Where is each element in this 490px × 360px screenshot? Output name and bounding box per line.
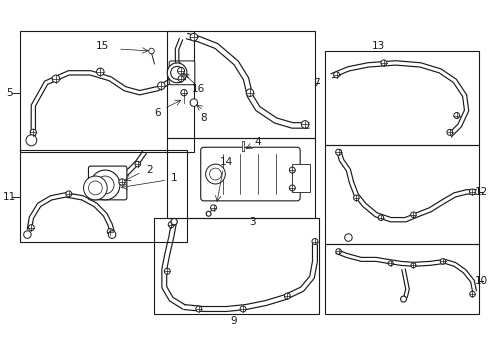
Circle shape <box>206 211 211 216</box>
Circle shape <box>469 189 475 195</box>
Circle shape <box>30 129 36 136</box>
Text: 15: 15 <box>96 41 109 51</box>
Circle shape <box>164 268 170 274</box>
Circle shape <box>24 231 31 238</box>
Bar <box>167 138 315 218</box>
Text: 1: 1 <box>171 173 177 183</box>
Bar <box>20 150 187 242</box>
Circle shape <box>289 185 295 191</box>
Text: 13: 13 <box>371 41 385 51</box>
Circle shape <box>196 306 202 312</box>
Circle shape <box>344 234 352 241</box>
Circle shape <box>336 149 342 155</box>
Text: 14: 14 <box>220 157 233 167</box>
Text: 7: 7 <box>314 78 320 88</box>
Circle shape <box>401 296 407 302</box>
Circle shape <box>167 63 187 83</box>
Bar <box>167 31 315 138</box>
Circle shape <box>447 129 453 135</box>
Circle shape <box>178 76 184 82</box>
Circle shape <box>246 89 254 96</box>
FancyBboxPatch shape <box>89 166 127 200</box>
Circle shape <box>354 195 359 201</box>
Circle shape <box>158 82 165 90</box>
Circle shape <box>171 219 177 225</box>
Circle shape <box>119 179 125 185</box>
Circle shape <box>149 48 154 54</box>
Text: 2: 2 <box>146 165 153 175</box>
Circle shape <box>411 212 416 217</box>
Bar <box>325 145 479 244</box>
Circle shape <box>301 121 309 128</box>
Circle shape <box>240 306 246 312</box>
Text: 16: 16 <box>192 84 205 94</box>
Text: 11: 11 <box>3 192 16 202</box>
Circle shape <box>411 263 416 268</box>
Text: 9: 9 <box>230 316 237 326</box>
Circle shape <box>190 99 197 106</box>
Circle shape <box>336 249 342 254</box>
Circle shape <box>378 215 384 220</box>
Circle shape <box>211 205 217 211</box>
Circle shape <box>26 135 37 146</box>
Text: 12: 12 <box>475 187 488 197</box>
Circle shape <box>284 293 291 299</box>
Bar <box>325 51 479 145</box>
Circle shape <box>177 67 184 74</box>
Circle shape <box>181 90 187 96</box>
Circle shape <box>97 176 114 194</box>
Circle shape <box>312 239 318 244</box>
Circle shape <box>89 181 102 195</box>
Circle shape <box>171 66 183 79</box>
Circle shape <box>210 168 221 180</box>
Bar <box>325 244 479 314</box>
Circle shape <box>83 176 107 200</box>
Circle shape <box>206 164 225 184</box>
Circle shape <box>190 33 197 41</box>
Circle shape <box>168 222 174 228</box>
Circle shape <box>91 170 120 200</box>
Circle shape <box>388 261 393 266</box>
Circle shape <box>66 191 72 197</box>
FancyBboxPatch shape <box>169 61 195 85</box>
Circle shape <box>454 113 460 118</box>
FancyBboxPatch shape <box>201 147 300 201</box>
Text: 5: 5 <box>6 88 13 98</box>
Circle shape <box>470 291 475 297</box>
Circle shape <box>135 161 141 167</box>
Circle shape <box>97 68 104 76</box>
Circle shape <box>108 231 116 238</box>
Text: 4: 4 <box>254 137 261 147</box>
Circle shape <box>289 167 295 173</box>
Bar <box>20 31 194 152</box>
Text: 3: 3 <box>249 217 256 227</box>
Bar <box>154 218 319 314</box>
Circle shape <box>381 60 387 66</box>
Bar <box>293 164 310 192</box>
Text: 8: 8 <box>200 113 207 123</box>
Circle shape <box>334 72 340 78</box>
Circle shape <box>440 258 446 264</box>
Text: 10: 10 <box>475 276 488 286</box>
Text: 6: 6 <box>154 108 161 117</box>
Circle shape <box>107 229 113 235</box>
Circle shape <box>28 225 34 231</box>
Circle shape <box>52 75 60 82</box>
